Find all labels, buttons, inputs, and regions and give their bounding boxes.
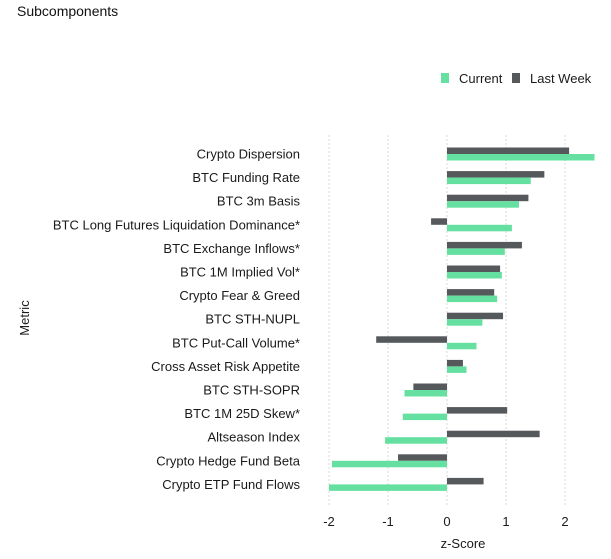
bar-last-week <box>447 241 522 249</box>
legend-label: Last Week <box>530 71 592 86</box>
bar-current <box>447 248 505 255</box>
y-axis-title: Metric <box>17 300 32 336</box>
category-label: Cross Asset Risk Appetite <box>151 359 300 374</box>
category-label: BTC 1M Implied Vol* <box>180 265 300 280</box>
x-tick-label: 1 <box>502 514 509 529</box>
bar-current <box>404 390 447 397</box>
bar-current <box>447 295 498 303</box>
bar-current <box>447 366 467 373</box>
category-label: BTC Put-Call Volume* <box>172 335 300 350</box>
bar-last-week <box>447 289 495 296</box>
bar-last-week <box>413 383 447 390</box>
x-tick-label: -2 <box>323 514 335 529</box>
x-tick-label: 2 <box>561 514 568 529</box>
bar-last-week <box>447 171 545 178</box>
category-label: Altseason Index <box>207 430 300 445</box>
bar-current <box>447 154 595 161</box>
bar-last-week <box>376 336 447 343</box>
x-tick-labels: -2 -1 0 1 2 <box>323 514 568 529</box>
category-label: BTC STH-SOPR <box>203 383 300 398</box>
category-label: Crypto Hedge Fund Beta <box>156 453 301 468</box>
bar-current <box>447 319 483 326</box>
bar-last-week <box>447 359 463 367</box>
bar-last-week <box>431 218 447 225</box>
bar-last-week <box>447 407 508 414</box>
bar-current <box>331 460 447 468</box>
bar-current <box>447 342 477 350</box>
bar-current <box>447 177 531 185</box>
legend-label: Current <box>459 71 503 86</box>
x-axis-title: z-Score <box>441 536 486 551</box>
bar-last-week <box>447 312 504 320</box>
category-label: BTC Exchange Inflows* <box>163 241 300 256</box>
bar-current <box>447 224 512 232</box>
category-label: BTC Long Futures Liquidation Dominance* <box>53 217 300 232</box>
category-label: BTC 1M 25D Skew* <box>184 406 300 421</box>
bar-current <box>447 272 502 279</box>
category-labels: Crypto Dispersion BTC Funding Rate BTC 3m … <box>53 147 301 492</box>
category-label: Crypto ETP Fund Flows <box>162 477 300 492</box>
legend-swatch <box>512 73 520 83</box>
category-label: BTC Funding Rate <box>192 170 300 185</box>
category-label: BTC 3m Basis <box>217 194 301 209</box>
bar-last-week <box>398 454 447 461</box>
legend-swatch <box>441 73 449 83</box>
category-label: BTC STH-NUPL <box>205 312 300 327</box>
bar-current <box>385 437 447 444</box>
bar-current <box>402 413 447 421</box>
legend: Current Last Week <box>441 71 592 86</box>
bar-last-week <box>447 430 540 438</box>
bar-current <box>329 484 447 491</box>
x-tick-label: -1 <box>382 514 394 529</box>
x-tick-label: 0 <box>443 514 450 529</box>
bar-last-week <box>447 477 484 485</box>
bars <box>329 147 595 491</box>
bar-last-week <box>447 147 570 154</box>
category-label: Crypto Fear & Greed <box>179 288 300 303</box>
bar-current <box>447 201 519 208</box>
page-title: Subcomponents <box>17 3 119 19</box>
bar-last-week <box>447 194 529 202</box>
bar-last-week <box>447 265 501 272</box>
category-label: Crypto Dispersion <box>197 147 300 162</box>
